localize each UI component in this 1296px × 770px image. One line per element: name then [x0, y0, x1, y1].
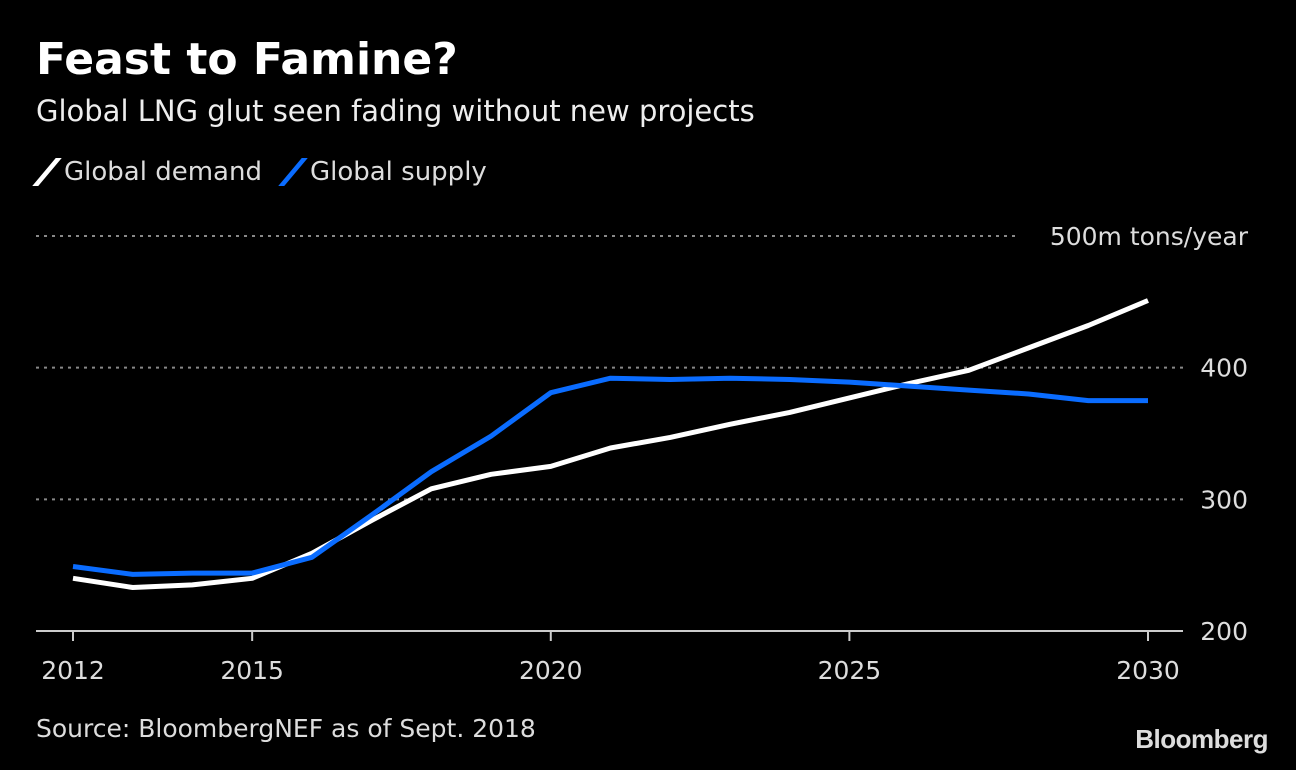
supply-line — [72, 375, 1148, 577]
demand-line — [72, 298, 1149, 590]
chart-subtitle: Global LNG glut seen fading without new … — [36, 94, 755, 128]
x-tick-label: 2015 — [220, 656, 284, 685]
y-tick-label: 400 — [1200, 354, 1248, 383]
chart-title: Feast to Famine? — [36, 34, 458, 85]
y-tick-label: 200 — [1200, 617, 1248, 646]
x-tick-label: 2025 — [818, 656, 882, 685]
x-tick-label: 2012 — [41, 656, 105, 685]
y-tick-label: 300 — [1200, 485, 1248, 514]
x-tick-label: 2030 — [1116, 656, 1180, 685]
legend-label-demand: Global demand — [64, 157, 262, 187]
legend-label-supply: Global supply — [309, 157, 487, 187]
legend-item-demand: Global demand — [32, 157, 262, 187]
legend: Global demand Global supply — [32, 157, 507, 187]
source-note: Source: BloombergNEF as of Sept. 2018 — [36, 714, 536, 743]
bloomberg-logo: Bloomberg — [1135, 724, 1268, 754]
legend-item-supply: Global supply — [278, 157, 487, 187]
x-tick-label: 2020 — [519, 656, 583, 685]
y-tick-label: 500m tons/year — [1050, 222, 1249, 251]
